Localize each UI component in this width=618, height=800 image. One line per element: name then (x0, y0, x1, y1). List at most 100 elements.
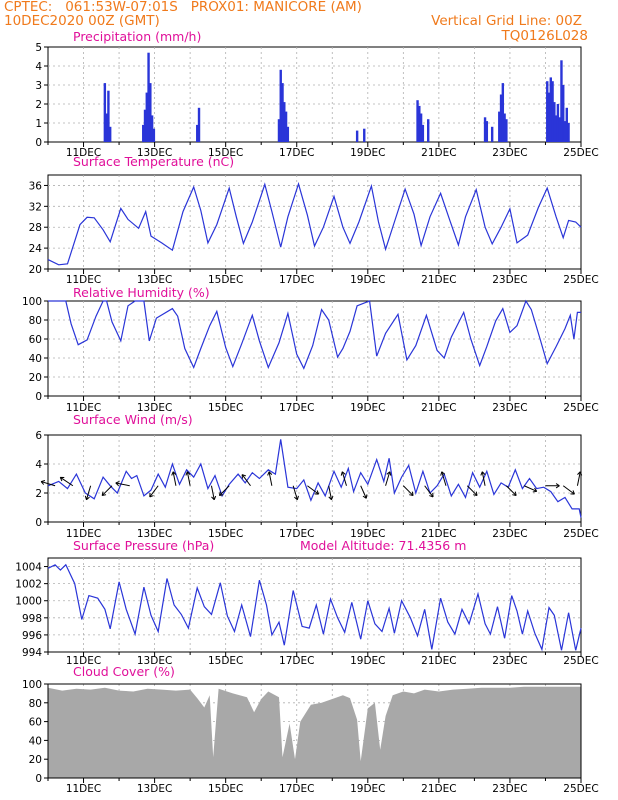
panel-1-ytick-label: 5 (35, 42, 42, 54)
wind-arrow-head (409, 491, 414, 497)
panel-2-xtick-label: 25DEC (563, 274, 598, 286)
panel-4-ytick-label: 2 (35, 488, 42, 500)
panel-3-ytick-label: 0 (35, 391, 42, 403)
precip-bar (152, 128, 156, 142)
panel-2-ytick-label: 28 (29, 222, 42, 234)
panel-5-ytick-label: 994 (22, 647, 42, 659)
panel-5-frame (47, 557, 582, 653)
panel-3-title: Relative Humidity (%) (73, 285, 210, 300)
header-line3-right: TQ0126L028 (501, 28, 588, 44)
precip-bar (549, 77, 552, 142)
precip-bar (427, 119, 430, 142)
panel-3-xtick-label: 23DEC (492, 402, 527, 414)
panel-4-series-line (47, 439, 582, 518)
wind-arrow-shaft (115, 482, 130, 487)
panel-6-xtick-label: 13DEC (137, 783, 172, 795)
precip-bar (418, 105, 421, 142)
panel-4-xtick-label: 23DEC (492, 528, 527, 540)
precip-bar (279, 69, 282, 142)
precip-bar (147, 52, 150, 143)
panel-4-ytick-label: 0 (35, 517, 42, 529)
wind-arrow-head (218, 491, 224, 497)
panel-1-xtick-label: 23DEC (492, 147, 527, 159)
precip-bar (416, 100, 419, 142)
panel-3-xtick-label: 13DEC (137, 402, 172, 414)
panel-1-title: Precipitation (mm/h) (73, 29, 201, 44)
panel-3-series-line (48, 299, 581, 370)
header-line1-left: CPTEC: 061:53W-07:01S PROX01: MANICORE (… (4, 0, 362, 15)
precip-bar (286, 126, 290, 142)
wind-arrow-shaft (441, 471, 447, 486)
precip-bar (505, 119, 508, 142)
wind-arrow-shaft (292, 485, 298, 500)
panel-6-ytick-label: 100 (22, 679, 42, 691)
panel-1-ytick-label: 1 (35, 118, 42, 130)
wind-arrow-head (473, 491, 478, 497)
panel-1-ytick-label: 3 (35, 80, 42, 92)
wind-arrow-shaft (186, 471, 191, 486)
panel-6-xtick-label: 15DEC (208, 783, 243, 795)
panel-2-ytick-label: 20 (29, 264, 42, 276)
precip-bar (483, 117, 487, 142)
panel-2-title: Surface Temperature (nC) (73, 154, 234, 169)
panel-5-subtitle: Model Altitude: 71.4356 m (300, 538, 466, 553)
panel-5-xtick-label: 23DEC (492, 655, 527, 667)
precip-bar (501, 83, 505, 142)
precip-bar (150, 115, 154, 142)
wind-arrow-head (440, 471, 446, 476)
panel-6-ytick-label: 40 (29, 735, 42, 747)
panel-5-ytick-label: 998 (22, 613, 42, 625)
panel-5-xtick-label: 11DEC (66, 655, 101, 667)
panel-5-ytick-label: 1000 (15, 596, 42, 608)
wind-arrow-shaft (562, 485, 575, 495)
wind-arrow-shaft (385, 471, 391, 486)
panel-5-title: Surface Pressure (hPa) (73, 538, 214, 553)
precip-bar (547, 92, 551, 142)
wind-arrow-shaft (268, 471, 273, 486)
header-line2-right: Vertical Grid Line: 00Z (431, 13, 582, 29)
panel-1-frame (47, 46, 582, 143)
precip-bar (503, 113, 506, 142)
panel-4-xtick-label: 13DEC (137, 528, 172, 540)
panel-1-xtick-label: 21DEC (421, 147, 456, 159)
wind-arrow-shaft (341, 471, 347, 486)
panel-5-xtick-label: 17DEC (279, 655, 314, 667)
wind-arrow-head (241, 474, 247, 479)
panel-6-xtick-label: 23DEC (492, 783, 527, 795)
panel-4-xtick-label: 25DEC (563, 528, 598, 540)
wind-arrow-head (362, 494, 368, 499)
panel-4-xtick-label: 17DEC (279, 528, 314, 540)
panel-4-xtick-label: 15DEC (208, 528, 243, 540)
wind-arrow-shaft (481, 471, 486, 486)
panel-4-title: Surface Wind (m/s) (73, 412, 193, 427)
wind-arrow-head (84, 495, 90, 501)
precip-bar (560, 60, 563, 142)
precip-bar (196, 124, 199, 142)
panel-3-xtick-label: 15DEC (208, 402, 243, 414)
wind-arrow-head (328, 495, 334, 501)
wind-arrow-shaft (506, 485, 517, 496)
panel-1-xtick-label: 17DEC (279, 147, 314, 159)
panel-5-xtick-label: 19DEC (350, 655, 385, 667)
panel-5-series-line (47, 563, 582, 652)
wind-arrow-head (386, 471, 392, 476)
panel-2-xtick-label: 11DEC (66, 274, 101, 286)
wind-arrow-shaft (149, 485, 159, 498)
precip-bar (558, 117, 561, 142)
wind-arrow-head (512, 491, 517, 497)
panel-6-ytick-label: 80 (29, 698, 42, 710)
wind-arrow-shaft (85, 485, 92, 500)
panel-5-ytick-label: 1002 (15, 579, 42, 591)
panel-3-ytick-label: 100 (22, 296, 42, 308)
panel-3-xtick-label: 19DEC (350, 402, 385, 414)
wind-arrow-head (555, 483, 560, 489)
precip-bar (363, 128, 366, 142)
wind-arrow-shaft (219, 485, 230, 496)
panel-6-xtick-label: 17DEC (279, 783, 314, 795)
wind-arrow-shaft (241, 474, 251, 487)
wind-arrow-shaft (576, 471, 581, 486)
panel-4-xtick-label: 21DEC (421, 528, 456, 540)
wind-arrow-head (577, 471, 583, 476)
precip-bar (498, 111, 501, 142)
precip-bar (565, 107, 568, 142)
